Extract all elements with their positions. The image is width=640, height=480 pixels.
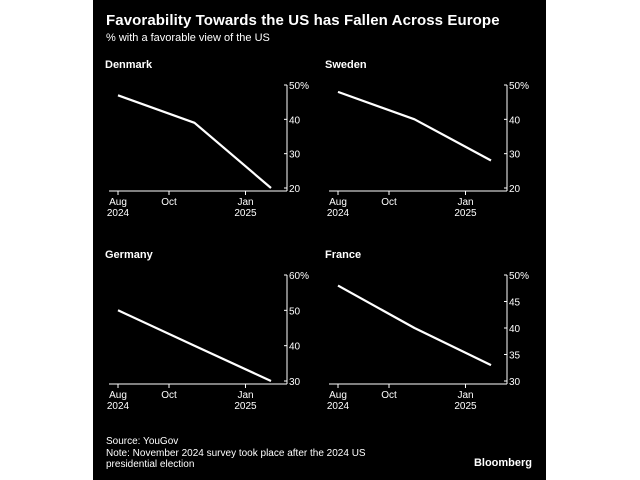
x-tick-label: 2024 xyxy=(327,208,350,219)
y-tick-label: 50 xyxy=(289,306,301,317)
y-tick-label: 50% xyxy=(509,271,529,282)
y-tick-label: 30 xyxy=(509,150,521,161)
note-text: Note: November 2024 survey took place af… xyxy=(106,447,366,471)
y-tick-label: 50% xyxy=(509,81,529,92)
y-tick-label: 40 xyxy=(509,115,521,126)
panel-title: Sweden xyxy=(325,59,367,71)
x-tick-label: Jan xyxy=(457,390,473,401)
x-tick-label: Aug xyxy=(329,197,347,208)
series-line xyxy=(117,309,272,382)
x-tick-label: Jan xyxy=(457,197,473,208)
x-tick-label: 2024 xyxy=(107,208,130,219)
y-tick-label: 40 xyxy=(289,115,301,126)
chart-subtitle: % with a favorable view of the US xyxy=(106,32,270,44)
y-tick-label: 30 xyxy=(289,377,301,388)
series-line xyxy=(337,284,492,367)
x-tick-label: 2025 xyxy=(454,208,477,219)
x-tick-label: 2025 xyxy=(234,401,257,412)
x-tick-label: Oct xyxy=(381,390,397,401)
x-tick-label: Oct xyxy=(381,197,397,208)
y-tick-label: 30 xyxy=(289,150,301,161)
x-tick-label: 2024 xyxy=(107,401,130,412)
x-tick-label: 2024 xyxy=(327,401,350,412)
y-tick-label: 20 xyxy=(509,184,521,195)
y-tick-label: 40 xyxy=(509,324,521,335)
y-tick-label: 30 xyxy=(509,377,521,388)
panel-title: France xyxy=(325,249,361,261)
x-tick-label: 2025 xyxy=(234,208,257,219)
series-line xyxy=(337,90,492,162)
y-tick-label: 45 xyxy=(509,298,521,309)
y-tick-label: 60% xyxy=(289,271,309,282)
bloomberg-logo: Bloomberg xyxy=(473,457,532,469)
footer: Source: YouGov Note: November 2024 surve… xyxy=(106,436,396,471)
chart-title: Favorability Towards the US has Fallen A… xyxy=(106,12,500,29)
x-tick-label: Aug xyxy=(109,390,127,401)
x-tick-label: Oct xyxy=(161,390,177,401)
source-text: Source: YouGov xyxy=(106,436,179,447)
y-tick-label: 35 xyxy=(509,351,521,362)
chart-card: Favorability Towards the US has Fallen A… xyxy=(93,0,546,480)
x-tick-label: Aug xyxy=(329,390,347,401)
x-tick-label: 2025 xyxy=(454,401,477,412)
x-tick-label: Oct xyxy=(161,197,177,208)
x-tick-label: Jan xyxy=(237,197,253,208)
y-tick-label: 50% xyxy=(289,81,309,92)
panel-title: Denmark xyxy=(105,59,153,71)
x-tick-label: Jan xyxy=(237,390,253,401)
panel-title: Germany xyxy=(105,249,154,261)
y-tick-label: 40 xyxy=(289,342,301,353)
series-line xyxy=(117,94,272,189)
x-tick-label: Aug xyxy=(109,197,127,208)
y-tick-label: 20 xyxy=(289,184,301,195)
